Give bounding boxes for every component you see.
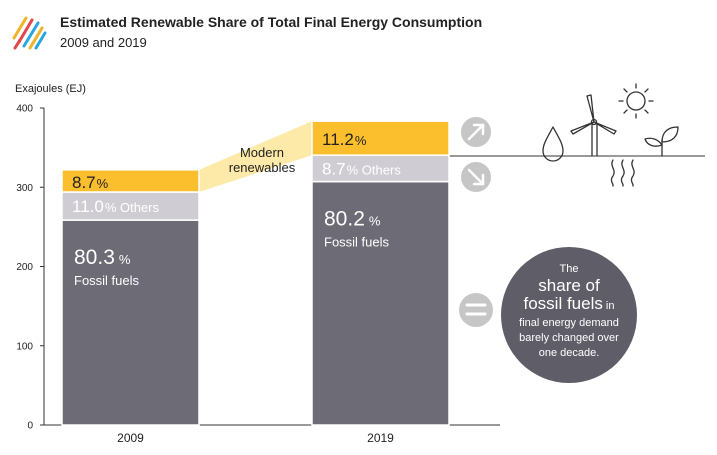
sun-icon [618, 83, 654, 119]
plant-sprout-icon [644, 126, 679, 157]
callout-line5: barely changed over [519, 332, 619, 344]
y-tick-label: 100 [16, 341, 33, 352]
y-tick-label: 300 [16, 183, 33, 194]
y-tick-label: 200 [16, 262, 33, 273]
data-label-modern-2009: 8.7% [72, 173, 109, 192]
chart-title: Estimated Renewable Share of Total Final… [60, 14, 482, 30]
arrow-up-right-icon [461, 117, 491, 147]
modern-renewables-label-line2: renewables [229, 160, 296, 175]
heat-waves-icon [610, 159, 635, 187]
equals-icon [459, 293, 493, 327]
y-tick-label: 400 [16, 104, 33, 115]
x-tick-label: 2019 [367, 431, 394, 445]
bar-modern-2009 [61, 169, 200, 193]
fossil-share-callout: The share of fossil fuels in final energ… [501, 247, 637, 383]
y-axis-label: Exajoules (EJ) [15, 83, 86, 95]
bar-modern-2019 [311, 120, 450, 156]
y-tick-label: 0 [27, 421, 33, 432]
series-name-fossil-2009: Fossil fuels [74, 273, 140, 288]
callout-line2: share of [538, 276, 600, 295]
water-drop-icon [542, 126, 564, 162]
callout-line3: fossil fuels in [524, 294, 615, 313]
wind-turbine-icon [570, 94, 617, 157]
data-label-modern-2019: 11.2% [322, 130, 367, 149]
arrow-down-right-icon [461, 162, 491, 192]
modern-renewables-connector [199, 121, 312, 193]
data-label-fossil-2009: 80.3% [74, 246, 131, 269]
callout-line4: final energy demand [519, 317, 619, 329]
data-label-others-2009: 11.0% Others [72, 197, 160, 216]
data-label-fossil-2019: 80.2% [324, 208, 381, 231]
callout-line3-rest: in [603, 300, 615, 312]
x-categories: 2009 2019 [117, 431, 394, 445]
logo-stripes-icon [12, 16, 47, 50]
modern-renewables-label-line1: Modern [240, 145, 284, 160]
x-tick-label: 2009 [117, 431, 144, 445]
y-ticks: 0 100 200 300 400 [16, 104, 44, 432]
callout-line6: one decade. [539, 347, 600, 359]
series-name-fossil-2019: Fossil fuels [324, 235, 390, 250]
callout-line1: The [560, 263, 579, 275]
bar-others-2009 [61, 191, 200, 221]
data-label-others-2019: 8.7% Others [322, 159, 401, 178]
chart-subtitle: 2009 and 2019 [60, 35, 147, 50]
callout-line3-emph: fossil fuels [524, 294, 603, 313]
bar-fossil-2009 [61, 219, 200, 426]
bars: 80.3 % Fossil fuels 11.0% Others 8.7% 80.2 % Fo… [61, 120, 450, 426]
bar-fossil-2019 [311, 180, 450, 426]
